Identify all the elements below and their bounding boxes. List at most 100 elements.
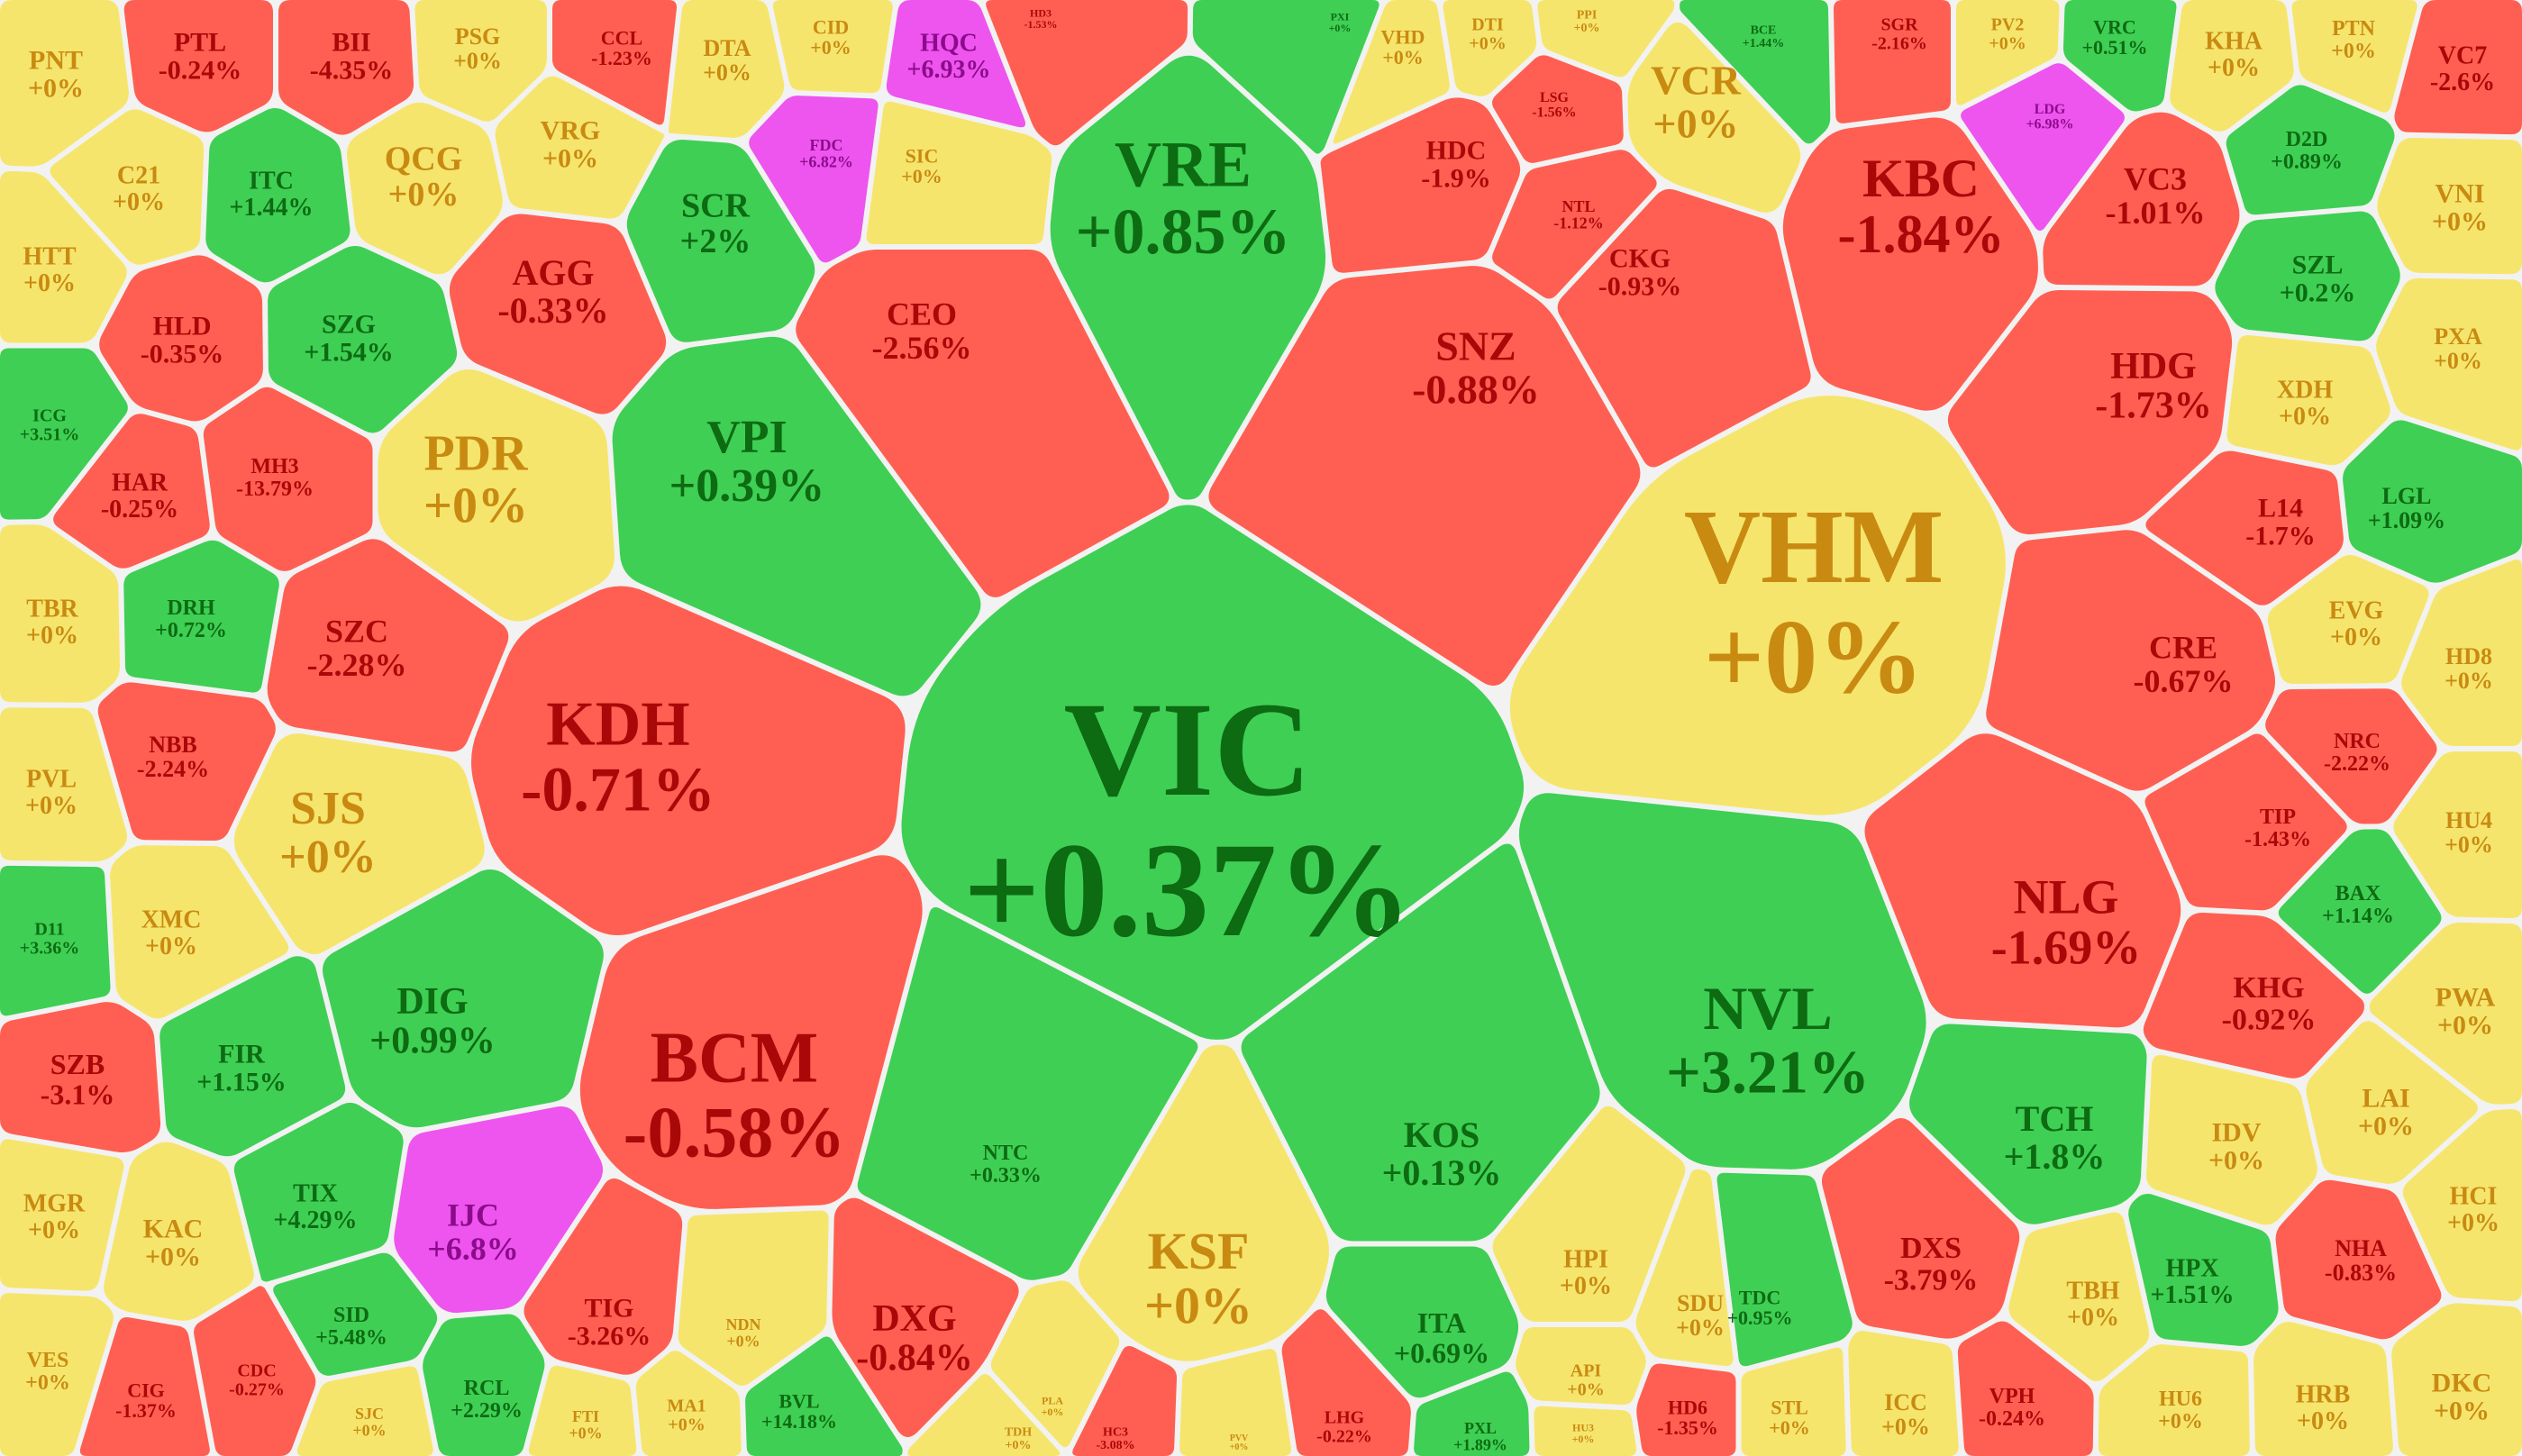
cell-icc[interactable]: ICC+0% [1848,1330,1959,1456]
cell-tdh[interactable]: TDH+0% [907,1374,1061,1456]
cell-nvl[interactable]: NVL+3.21% [1518,793,1926,1169]
cell-dxg[interactable]: DXG-0.84% [832,1197,1019,1437]
cell-bcm[interactable]: BCM-0.58% [579,855,923,1209]
cell-lsg[interactable]: LSG-1.56% [1492,55,1624,163]
cell-ptl[interactable]: PTL-0.24% [123,0,273,132]
cell-sid[interactable]: SID+5.48% [273,1252,438,1376]
cell-tbr[interactable]: TBR+0% [0,524,121,703]
cell-pxi[interactable]: PXI+0% [1192,0,1379,154]
cell-sdu[interactable]: SDU+0% [1635,1169,1734,1367]
cell-sic[interactable]: SIC+0% [866,101,1052,245]
cell-pv2[interactable]: PV2+0% [1956,0,2060,105]
cell-cid[interactable]: CID+0% [772,0,893,94]
cell-d11[interactable]: D11+3.36% [0,865,111,1016]
cell-fdc[interactable]: FDC+6.82% [749,96,879,263]
cell-bce[interactable]: BCE+1.44% [1680,0,1831,144]
cell-ita[interactable]: ITA+0.69% [1325,1246,1519,1398]
cell-dta[interactable]: DTA+0% [668,0,785,138]
cell-bii[interactable]: BII-4.35% [278,0,414,135]
cell-tip[interactable]: TIP-1.43% [2144,733,2347,911]
cell-szb[interactable]: SZB-3.1% [0,1002,161,1153]
cell-pxl[interactable]: PXL+1.89% [1414,1371,1530,1456]
cell-pla[interactable]: PLA+0% [990,1280,1120,1448]
cell-szc[interactable]: SZC-2.28% [267,539,509,752]
cell-itc[interactable]: ITC+1.44% [205,107,351,283]
cell-ksf[interactable]: KSF+0% [1078,1044,1329,1361]
cell-szg[interactable]: SZG+1.54% [268,245,458,433]
cell-bax[interactable]: BAX+1.14% [2278,829,2442,994]
cell-evg[interactable]: EVG+0% [2267,554,2429,685]
cell-tig[interactable]: TIG-3.26% [524,1178,683,1375]
cell-l14[interactable]: L14-1.7% [2145,450,2344,605]
cell-mgr[interactable]: MGR+0% [0,1139,124,1291]
cell-hc3[interactable]: HC3-3.08% [1072,1345,1178,1456]
cell-hu4[interactable]: HU4+0% [2393,751,2522,919]
cell-ceo[interactable]: CEO-2.56% [796,250,1170,597]
cell-kos[interactable]: KOS+0.13% [1241,843,1600,1242]
cell-qcg[interactable]: QCG+0% [346,102,503,275]
cell-vph[interactable]: VPH-0.24% [1957,1321,2094,1456]
cell-tix[interactable]: TIX+4.29% [233,1102,404,1282]
cell-ntc[interactable]: NTC+0.33% [857,906,1198,1280]
cell-kbc[interactable]: KBC-1.84% [1782,117,2038,411]
cell-pnt[interactable]: PNT+0% [0,0,129,167]
cell-drh[interactable]: DRH+0.72% [123,540,279,693]
cell-cdc[interactable]: CDC-0.27% [194,1286,316,1456]
cell-pwa[interactable]: PWA+0% [2369,922,2522,1105]
cell-dkc[interactable]: DKC+0% [2391,1303,2522,1456]
cell-hrb[interactable]: HRB+0% [2253,1322,2393,1456]
cell-idv[interactable]: IDV+0% [2146,1054,2317,1225]
cell-scr[interactable]: SCR+2% [626,139,815,342]
cell-c21[interactable]: C21+0% [50,109,205,265]
cell-vre[interactable]: VRE+0.85% [1050,55,1326,500]
cell-snz[interactable]: SNZ-0.88% [1208,266,1641,687]
cell-xdh[interactable]: XDH+0% [2226,334,2390,466]
cell-nbb[interactable]: NBB-2.24% [97,682,276,842]
cell-sjc[interactable]: SJC+0% [296,1366,433,1456]
cell-vpi[interactable]: VPI+0.39% [612,336,981,696]
cell-ptn[interactable]: PTN+0% [2291,0,2417,113]
cell-bvl[interactable]: BVL+14.18% [745,1336,903,1456]
cell-hdc[interactable]: HDC-1.9% [1320,97,1521,273]
cell-ckg[interactable]: CKG-0.93% [1557,188,1811,468]
cell-ijc[interactable]: IJC+6.8% [394,1106,604,1314]
cell-nrc[interactable]: NRC-2.22% [2265,688,2437,824]
cell-mh3[interactable]: MH3-13.79% [203,387,373,571]
cell-api[interactable]: API+0% [1516,1327,1646,1406]
cell-tbh[interactable]: TBH+0% [2008,1212,2150,1381]
cell-vrg[interactable]: VRG+0% [495,76,665,219]
cell-vc3[interactable]: VC3-1.01% [2043,112,2240,287]
cell-tdc[interactable]: TDC+0.95% [1716,1172,1853,1367]
cell-fti[interactable]: FTI+0% [528,1365,637,1456]
cell-vrc[interactable]: VRC+0.51% [2062,0,2177,112]
cell-vhd[interactable]: VHD+0% [1333,0,1450,144]
cell-ccl[interactable]: CCL-1.23% [552,0,678,125]
cell-ntl[interactable]: NTL-1.12% [1492,150,1657,299]
cell-sgr[interactable]: SGR-2.16% [1833,0,1951,123]
cell-hqc[interactable]: HQC+6.93% [886,0,1026,128]
cell-lgl[interactable]: LGL+1.09% [2343,420,2522,583]
cell-pxa[interactable]: PXA+0% [2376,278,2522,450]
cell-dti[interactable]: DTI+0% [1443,0,1537,96]
cell-hpx[interactable]: HPX+1.51% [2128,1194,2279,1346]
cell-lhg[interactable]: LHG-0.22% [1281,1309,1411,1456]
cell-ves[interactable]: VES+0% [0,1293,114,1456]
cell-dig[interactable]: DIG+0.99% [323,869,604,1128]
cell-icg[interactable]: ICG+3.51% [0,348,128,520]
cell-xmc[interactable]: XMC+0% [110,845,289,1019]
cell-pdr[interactable]: PDR+0% [378,369,615,622]
cell-nlg[interactable]: NLG-1.69% [1864,733,2181,1028]
cell-hd3[interactable]: HD3-1.53% [986,0,1188,146]
cell-ldg[interactable]: LDG+6.98% [1961,63,2125,232]
cell-kha[interactable]: KHA+0% [2170,0,2294,132]
cell-szl[interactable]: SZL+0.2% [2215,211,2400,341]
cell-dxs[interactable]: DXS-3.79% [1821,1117,2020,1339]
cell-sjs[interactable]: SJS+0% [233,733,485,955]
cell-cre[interactable]: CRE-0.67% [1986,530,2276,791]
cell-ma1[interactable]: MA1+0% [635,1351,742,1456]
cell-kdh[interactable]: KDH-0.71% [470,586,906,936]
cell-hu6[interactable]: HU6+0% [2098,1344,2250,1456]
cell-lai[interactable]: LAI+0% [2306,1021,2478,1184]
cell-d2d[interactable]: D2D+0.89% [2226,85,2395,215]
cell-psg[interactable]: PSG+0% [414,0,547,122]
